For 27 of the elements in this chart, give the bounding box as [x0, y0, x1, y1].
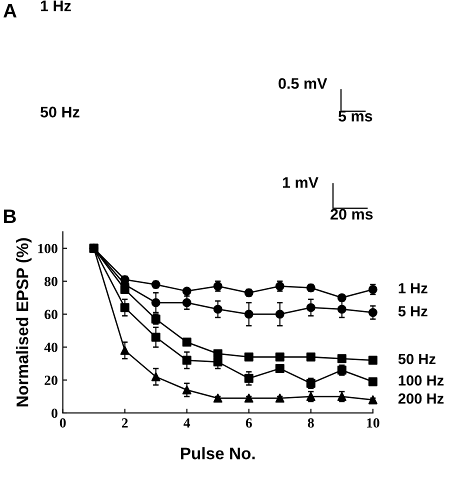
x-axis-title: Pulse No. — [181, 447, 255, 460]
x-tick-label: 0 — [60, 418, 66, 428]
y-tick-label: 80 — [44, 276, 58, 286]
series-label: 200 Hz — [398, 393, 444, 404]
x-tick-label: 4 — [184, 418, 190, 428]
y-tick-label: 100 — [38, 244, 58, 254]
series-label: 50 Hz — [398, 354, 436, 364]
text: 50 Hz — [40, 106, 80, 118]
text: 1 mV — [282, 177, 318, 188]
x-tick-label: 2 — [122, 418, 128, 428]
text: A — [3, 4, 17, 18]
y-tick-label: 40 — [44, 342, 58, 352]
x-tick-label: 10 — [367, 418, 380, 428]
y-tick-label: 20 — [44, 376, 58, 386]
x-tick-label: 8 — [308, 418, 314, 428]
text: 20 ms — [330, 208, 373, 220]
text: 1 Hz — [40, 0, 71, 12]
series-label: 100 Hz — [398, 375, 444, 386]
text: 5 ms — [338, 110, 372, 122]
x-tick-label: 6 — [246, 418, 252, 428]
y-tick-label: 0 — [52, 408, 58, 418]
text: 0.5 mV — [278, 78, 328, 89]
series-label: 5 Hz — [398, 306, 428, 316]
series-label: 1 Hz — [398, 283, 428, 294]
text: B — [4, 210, 16, 224]
y-axis-title: Normalised EPSP (%) — [16, 238, 32, 406]
y-tick-label: 60 — [44, 310, 58, 320]
